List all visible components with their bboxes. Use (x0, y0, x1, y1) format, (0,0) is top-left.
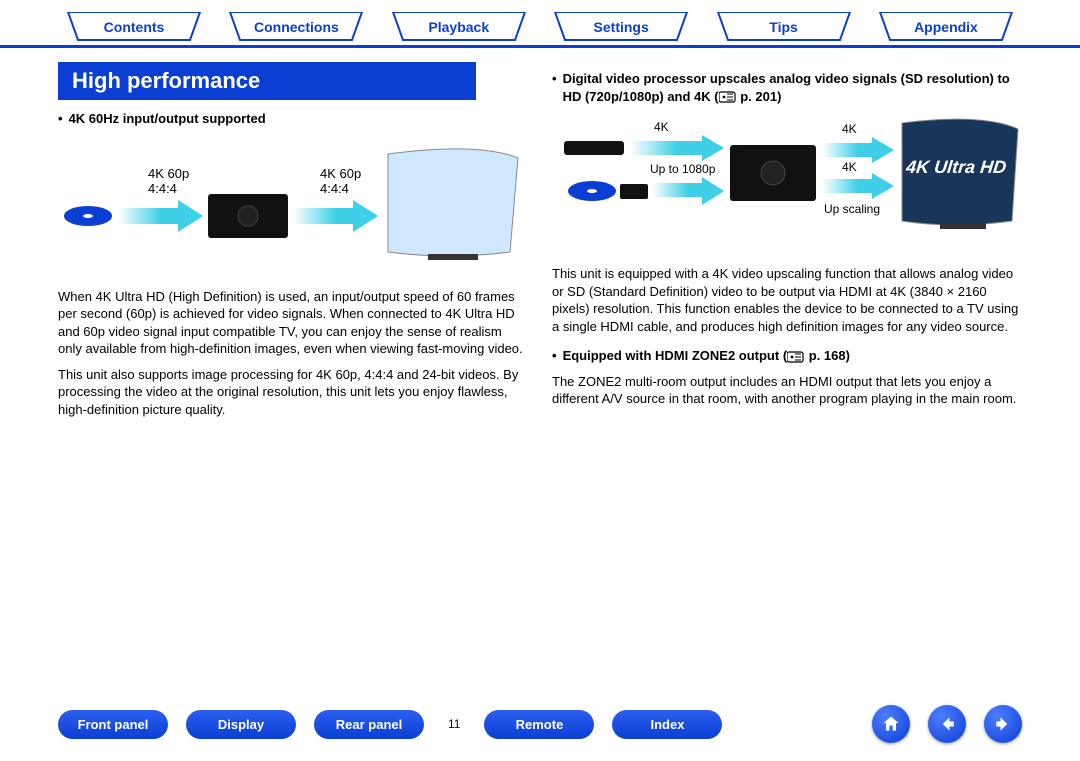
svg-text:4:4:4: 4:4:4 (320, 181, 349, 196)
bullet-text: Equipped with HDMI ZONE2 output ( p. 168… (563, 347, 850, 365)
bullet-dot: • (552, 347, 557, 365)
bullet-zone2: • Equipped with HDMI ZONE2 output ( p. 1… (552, 347, 1022, 365)
pill-front-panel[interactable]: Front panel (58, 710, 168, 739)
bullet-text: Digital video processor upscales analog … (563, 70, 1022, 105)
tab-connections[interactable]: Connections (220, 12, 372, 42)
page-ref-icon (787, 351, 805, 363)
pill-remote[interactable]: Remote (484, 710, 594, 739)
tab-settings[interactable]: Settings (545, 12, 697, 42)
bullet-dot: • (58, 110, 63, 128)
paragraph: This unit also supports image processing… (58, 366, 528, 419)
bullet-upscale: • Digital video processor upscales analo… (552, 70, 1022, 105)
svg-text:4K Ultra HD: 4K Ultra HD (904, 157, 1007, 177)
next-button[interactable] (984, 705, 1022, 743)
home-icon (881, 714, 901, 734)
page-ref-icon (719, 91, 737, 103)
content-area: • 4K 60Hz input/output supported (0, 106, 1080, 418)
bullet-4k-60hz: • 4K 60Hz input/output supported (58, 110, 528, 128)
svg-text:4K: 4K (842, 122, 857, 136)
diagram-4k-passthrough: 4K 60p 4:4:4 4K 60p 4:4:4 (58, 136, 528, 276)
svg-text:Up to 1080p: Up to 1080p (650, 162, 716, 176)
tab-tips[interactable]: Tips (708, 12, 860, 42)
diagram-upscaling: 4K Up to 1080p 4K 4K Up scaling 4K Ultra… (552, 113, 1022, 253)
bullet-dot: • (552, 70, 557, 88)
svg-text:4K: 4K (654, 120, 669, 134)
tab-playback[interactable]: Playback (383, 12, 535, 42)
paragraph: This unit is equipped with a 4K video up… (552, 265, 1022, 335)
tab-label: Playback (428, 19, 489, 35)
svg-text:4K: 4K (842, 160, 857, 174)
section-title: High performance (58, 62, 476, 100)
paragraph: The ZONE2 multi-room output includes an … (552, 373, 1022, 408)
prev-button[interactable] (928, 705, 966, 743)
svg-text:4K 60p: 4K 60p (148, 166, 189, 181)
arrow-left-icon (937, 714, 957, 734)
left-column: • 4K 60Hz input/output supported (58, 106, 528, 418)
bullet-text: 4K 60Hz input/output supported (69, 110, 266, 128)
top-nav: Contents Connections Playback Settings T… (0, 0, 1080, 48)
tab-label: Connections (254, 19, 339, 35)
tab-label: Appendix (914, 19, 978, 35)
pill-index[interactable]: Index (612, 710, 722, 739)
tab-contents[interactable]: Contents (58, 12, 210, 42)
tab-appendix[interactable]: Appendix (870, 12, 1022, 42)
tab-label: Contents (104, 19, 165, 35)
arrow-right-icon (993, 714, 1013, 734)
paragraph: When 4K Ultra HD (High Definition) is us… (58, 288, 528, 358)
svg-text:Up scaling: Up scaling (824, 202, 880, 216)
tab-label: Settings (594, 19, 649, 35)
pill-display[interactable]: Display (186, 710, 296, 739)
page-number: 11 (448, 717, 460, 731)
right-column: • Digital video processor upscales analo… (552, 106, 1022, 418)
svg-text:4:4:4: 4:4:4 (148, 181, 177, 196)
pill-rear-panel[interactable]: Rear panel (314, 710, 424, 739)
svg-text:4K 60p: 4K 60p (320, 166, 361, 181)
home-button[interactable] (872, 705, 910, 743)
bottom-nav: Front panel Display Rear panel 11 Remote… (0, 705, 1080, 743)
tab-label: Tips (769, 19, 798, 35)
